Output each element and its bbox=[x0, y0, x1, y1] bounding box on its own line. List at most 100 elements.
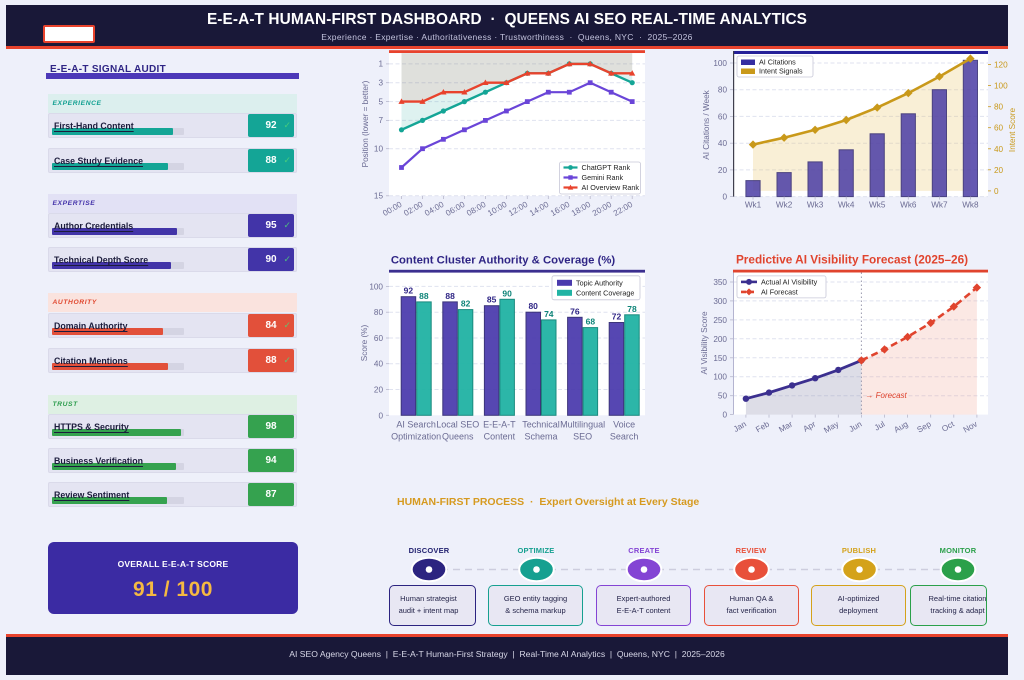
svg-text:Position (lower = better): Position (lower = better) bbox=[361, 80, 370, 167]
svg-text:0: 0 bbox=[722, 193, 727, 202]
svg-text:7: 7 bbox=[378, 116, 383, 125]
svg-text:100: 100 bbox=[369, 282, 383, 291]
svg-text:20: 20 bbox=[994, 166, 1004, 175]
svg-text:22:00: 22:00 bbox=[612, 200, 635, 218]
svg-text:20:00: 20:00 bbox=[591, 200, 614, 218]
svg-text:Wk7: Wk7 bbox=[931, 201, 948, 210]
svg-text:78: 78 bbox=[627, 304, 637, 314]
svg-text:Wk3: Wk3 bbox=[807, 201, 824, 210]
svg-text:08:00: 08:00 bbox=[465, 200, 488, 218]
svg-text:Jan: Jan bbox=[732, 419, 748, 434]
svg-text:85: 85 bbox=[487, 295, 497, 305]
svg-text:Actual AI Visibility: Actual AI Visibility bbox=[761, 278, 818, 287]
svg-text:1: 1 bbox=[378, 60, 383, 69]
svg-text:Apr: Apr bbox=[802, 419, 818, 433]
svg-text:80: 80 bbox=[374, 308, 384, 317]
svg-text:40: 40 bbox=[718, 139, 728, 148]
svg-text:90: 90 bbox=[502, 288, 512, 298]
svg-text:72: 72 bbox=[612, 312, 622, 322]
svg-text:80: 80 bbox=[994, 103, 1004, 112]
svg-text:AI Citations: AI Citations bbox=[759, 58, 796, 67]
svg-text:Wk8: Wk8 bbox=[962, 201, 979, 210]
svg-text:Oct: Oct bbox=[940, 419, 956, 434]
svg-text:Content Coverage: Content Coverage bbox=[576, 289, 634, 298]
svg-text:Local SEO: Local SEO bbox=[436, 419, 479, 429]
svg-text:Intent Score: Intent Score bbox=[1008, 107, 1017, 152]
svg-text:AI Forecast: AI Forecast bbox=[761, 288, 798, 297]
svg-text:250: 250 bbox=[713, 316, 727, 325]
svg-text:18:00: 18:00 bbox=[570, 200, 593, 218]
svg-text:Schema: Schema bbox=[524, 431, 557, 441]
svg-text:88: 88 bbox=[419, 291, 429, 301]
svg-text:80: 80 bbox=[528, 301, 538, 311]
svg-text:150: 150 bbox=[713, 354, 727, 363]
svg-text:60: 60 bbox=[994, 124, 1004, 133]
svg-text:15: 15 bbox=[374, 192, 384, 201]
svg-text:5: 5 bbox=[378, 97, 383, 106]
svg-text:0: 0 bbox=[994, 187, 999, 196]
svg-text:92: 92 bbox=[404, 286, 414, 296]
svg-text:Content: Content bbox=[484, 431, 516, 441]
svg-text:Wk1: Wk1 bbox=[745, 201, 762, 210]
svg-text:80: 80 bbox=[718, 86, 728, 95]
svg-text:→ Forecast: → Forecast bbox=[865, 391, 907, 400]
svg-text:300: 300 bbox=[713, 297, 727, 306]
svg-text:40: 40 bbox=[374, 360, 384, 369]
svg-text:Aug: Aug bbox=[892, 419, 910, 434]
svg-text:Nov: Nov bbox=[962, 419, 980, 435]
svg-text:02:00: 02:00 bbox=[402, 200, 425, 218]
svg-text:Wk4: Wk4 bbox=[838, 201, 855, 210]
svg-text:68: 68 bbox=[586, 317, 596, 327]
svg-text:10: 10 bbox=[374, 145, 384, 154]
svg-text:88: 88 bbox=[445, 291, 455, 301]
svg-text:100: 100 bbox=[713, 59, 727, 68]
svg-text:E-E-A-T: E-E-A-T bbox=[483, 419, 516, 429]
svg-text:40: 40 bbox=[994, 145, 1004, 154]
svg-text:120: 120 bbox=[994, 61, 1008, 70]
svg-text:SEO: SEO bbox=[573, 431, 592, 441]
svg-text:0: 0 bbox=[722, 411, 727, 420]
svg-text:Jul: Jul bbox=[873, 419, 887, 432]
svg-text:100: 100 bbox=[713, 373, 727, 382]
svg-text:200: 200 bbox=[713, 335, 727, 344]
svg-text:AI Search: AI Search bbox=[396, 419, 436, 429]
svg-text:AI Overview Rank: AI Overview Rank bbox=[582, 183, 640, 192]
svg-text:50: 50 bbox=[718, 392, 728, 401]
svg-text:AI Citations / Week: AI Citations / Week bbox=[702, 89, 711, 159]
svg-text:16:00: 16:00 bbox=[549, 200, 572, 218]
svg-text:Sep: Sep bbox=[916, 419, 934, 434]
svg-text:Wk5: Wk5 bbox=[869, 201, 886, 210]
svg-text:12:00: 12:00 bbox=[507, 200, 530, 218]
svg-text:Feb: Feb bbox=[754, 419, 771, 434]
svg-text:Score (%): Score (%) bbox=[360, 325, 369, 362]
svg-text:Gemini Rank: Gemini Rank bbox=[582, 173, 624, 182]
svg-text:100: 100 bbox=[994, 82, 1008, 91]
svg-text:Queens: Queens bbox=[442, 431, 474, 441]
svg-text:Predictive AI Visibility Forec: Predictive AI Visibility Forecast (2025–… bbox=[736, 253, 968, 267]
svg-text:20: 20 bbox=[374, 386, 384, 395]
svg-text:3: 3 bbox=[378, 79, 383, 88]
svg-text:Wk6: Wk6 bbox=[900, 201, 917, 210]
svg-text:06:00: 06:00 bbox=[444, 200, 467, 218]
svg-text:74: 74 bbox=[544, 309, 554, 319]
svg-text:Search: Search bbox=[610, 431, 639, 441]
svg-text:Technical: Technical bbox=[522, 419, 560, 429]
svg-text:82: 82 bbox=[461, 299, 471, 309]
svg-text:Mar: Mar bbox=[777, 419, 794, 434]
svg-text:Voice: Voice bbox=[613, 419, 635, 429]
svg-text:Topic Authority: Topic Authority bbox=[576, 279, 623, 288]
svg-text:May: May bbox=[822, 419, 841, 435]
svg-text:Intent Signals: Intent Signals bbox=[759, 67, 803, 76]
svg-text:60: 60 bbox=[718, 112, 728, 121]
svg-text:Content Cluster Authority & Co: Content Cluster Authority & Coverage (%) bbox=[391, 255, 616, 267]
svg-text:0: 0 bbox=[378, 411, 383, 420]
svg-text:10:00: 10:00 bbox=[486, 200, 509, 218]
svg-text:Jun: Jun bbox=[847, 419, 863, 434]
svg-text:04:00: 04:00 bbox=[423, 200, 446, 218]
svg-text:14:00: 14:00 bbox=[528, 200, 551, 218]
svg-text:Optimization: Optimization bbox=[391, 431, 441, 441]
svg-text:Multilingual: Multilingual bbox=[560, 419, 605, 429]
svg-text:350: 350 bbox=[713, 278, 727, 287]
svg-text:00:00: 00:00 bbox=[381, 200, 404, 218]
svg-text:ChatGPT Rank: ChatGPT Rank bbox=[582, 163, 631, 172]
